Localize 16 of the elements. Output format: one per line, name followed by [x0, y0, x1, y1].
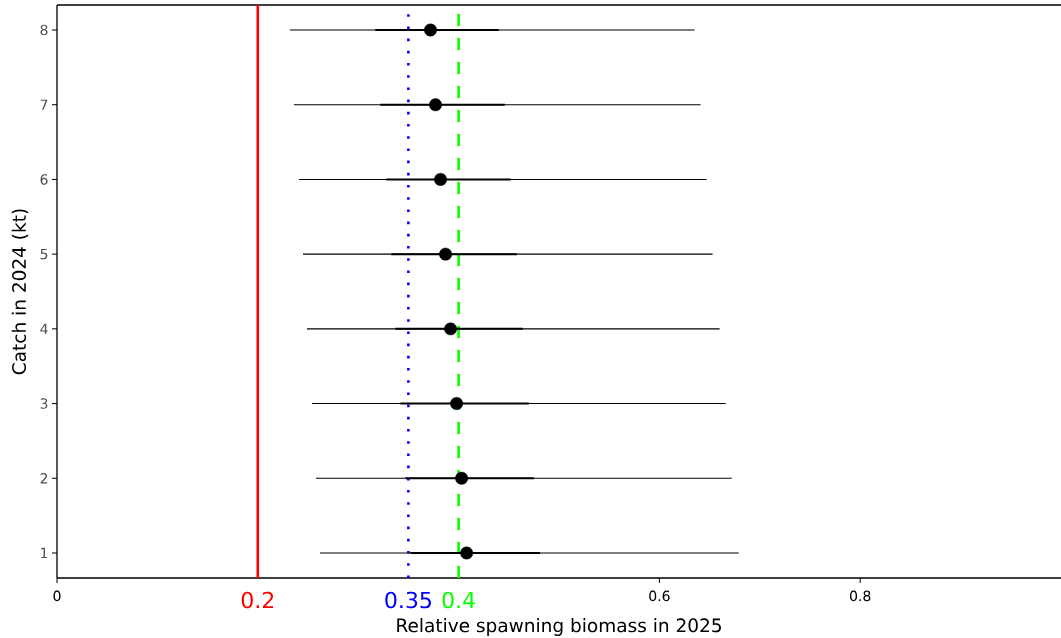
x-tick-label: 0.8 [849, 590, 871, 602]
y-tick-label: 5 [40, 248, 48, 260]
x-tick-label: 0.6 [649, 590, 670, 602]
y-axis-title: Catch in 2024 (kt) [11, 209, 29, 375]
ref-line-label: 0.35 [385, 591, 431, 609]
x-axis-title: Relative spawning biomass in 2025 [397, 618, 721, 636]
y-tick-label: 2 [40, 473, 48, 484]
y-tick-label: 6 [40, 174, 48, 185]
y-tick-label: 7 [40, 99, 48, 110]
ref-line-label: 0.4 [442, 591, 475, 609]
ref-line-label: 0.2 [241, 591, 274, 609]
y-tick-label: 3 [40, 398, 48, 409]
y-tick-label: 8 [40, 24, 48, 36]
x-tick-label: 0 [53, 590, 61, 602]
y-tick-label: 1 [41, 547, 48, 559]
y-tick-label: 4 [40, 323, 48, 334]
